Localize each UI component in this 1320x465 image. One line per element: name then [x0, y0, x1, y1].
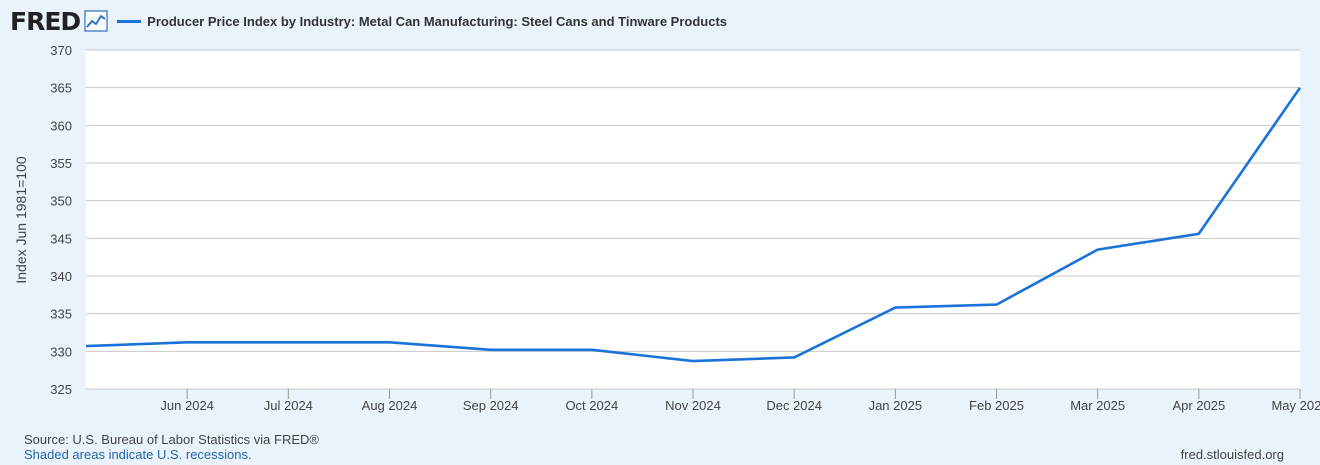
- line-chart-icon: [84, 10, 108, 32]
- y-tick-label: 365: [50, 81, 72, 96]
- x-tick-label: Dec 2024: [766, 398, 822, 413]
- x-tick-label: May 2025: [1271, 398, 1320, 413]
- plot-area: [86, 50, 1300, 389]
- fred-logo[interactable]: FRED: [10, 6, 81, 36]
- x-tick-label: Jul 2024: [264, 398, 313, 413]
- x-tick-label: Oct 2024: [565, 398, 618, 413]
- source-note: Source: U.S. Bureau of Labor Statistics …: [24, 432, 319, 447]
- x-tick-label: Feb 2025: [969, 398, 1024, 413]
- series-group: [85, 86, 1302, 363]
- x-tick-label: Mar 2025: [1070, 398, 1125, 413]
- recession-note: Shaded areas indicate U.S. recessions.: [24, 447, 252, 462]
- x-tick-label: Jan 2025: [869, 398, 923, 413]
- y-tick-label: 350: [50, 194, 72, 209]
- gridlines: [86, 49, 1300, 390]
- series-line[interactable]: [85, 86, 1302, 363]
- y-tick-label: 325: [50, 382, 72, 397]
- y-tick-labels: 325 330 335 340 345 350 355 360 365 370: [50, 43, 72, 397]
- y-tick-label: 345: [50, 231, 72, 246]
- legend-swatch: [117, 19, 142, 23]
- x-tick-label: Sep 2024: [463, 398, 519, 413]
- y-tick-label: 330: [50, 344, 72, 359]
- x-ticks: Jun 2024 Jul 2024 Aug 2024 Sep 2024 Oct 2024…: [160, 389, 1320, 413]
- y-tick-label: 360: [50, 118, 72, 133]
- y-tick-label: 370: [50, 43, 72, 58]
- x-tick-label: Apr 2025: [1172, 398, 1225, 413]
- legend-label[interactable]: Producer Price Index by Industry: Metal …: [147, 13, 727, 29]
- y-tick-label: 355: [50, 156, 72, 171]
- y-tick-label: 340: [50, 269, 72, 284]
- site-link[interactable]: fred.stlouisfed.org: [1180, 447, 1284, 462]
- x-tick-label: Jun 2024: [160, 398, 214, 413]
- x-tick-label: Nov 2024: [665, 398, 721, 413]
- y-tick-label: 335: [50, 307, 72, 322]
- header: FRED Producer Price Index by Industry: M…: [10, 6, 727, 36]
- x-tick-label: Aug 2024: [362, 398, 418, 413]
- y-axis-label: Index Jun 1981=100: [13, 156, 29, 283]
